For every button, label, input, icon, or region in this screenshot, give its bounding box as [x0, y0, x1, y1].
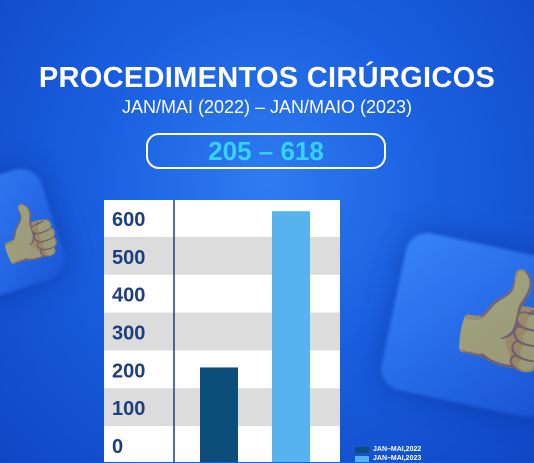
legend-label-2023: JAN–MAI,2023 — [373, 455, 422, 462]
y-tick-label: 200 — [112, 360, 145, 382]
legend-swatch-2022 — [355, 446, 369, 453]
page-subtitle: JAN/MAI (2022) – JAN/MAIO (2023) — [121, 97, 413, 117]
bar-2023 — [272, 211, 310, 462]
y-tick-label: 0 — [112, 436, 123, 458]
bar-2022 — [200, 367, 238, 462]
y-tick-label: 300 — [112, 323, 145, 345]
legend-item-2023: JAN–MAI,2023 — [355, 454, 421, 463]
bar-chart: 600 500 400 300 200 100 0 — [104, 200, 340, 462]
legend-item-2022: JAN–MAI,2022 — [355, 445, 421, 454]
y-tick-label: 500 — [112, 247, 145, 269]
page-title: PROCEDIMENTOS CIRÚRGICOS — [38, 62, 496, 94]
y-tick-label: 100 — [112, 398, 145, 420]
legend-label-2022: JAN–MAI,2022 — [373, 446, 422, 453]
y-tick-label: 600 — [112, 209, 145, 231]
y-tick-label: 400 — [112, 285, 145, 307]
legend-swatch-2023 — [355, 455, 369, 462]
range-badge: 205 – 618 — [146, 133, 386, 169]
chart-legend: JAN–MAI,2022 JAN–MAI,2023 — [355, 445, 421, 463]
